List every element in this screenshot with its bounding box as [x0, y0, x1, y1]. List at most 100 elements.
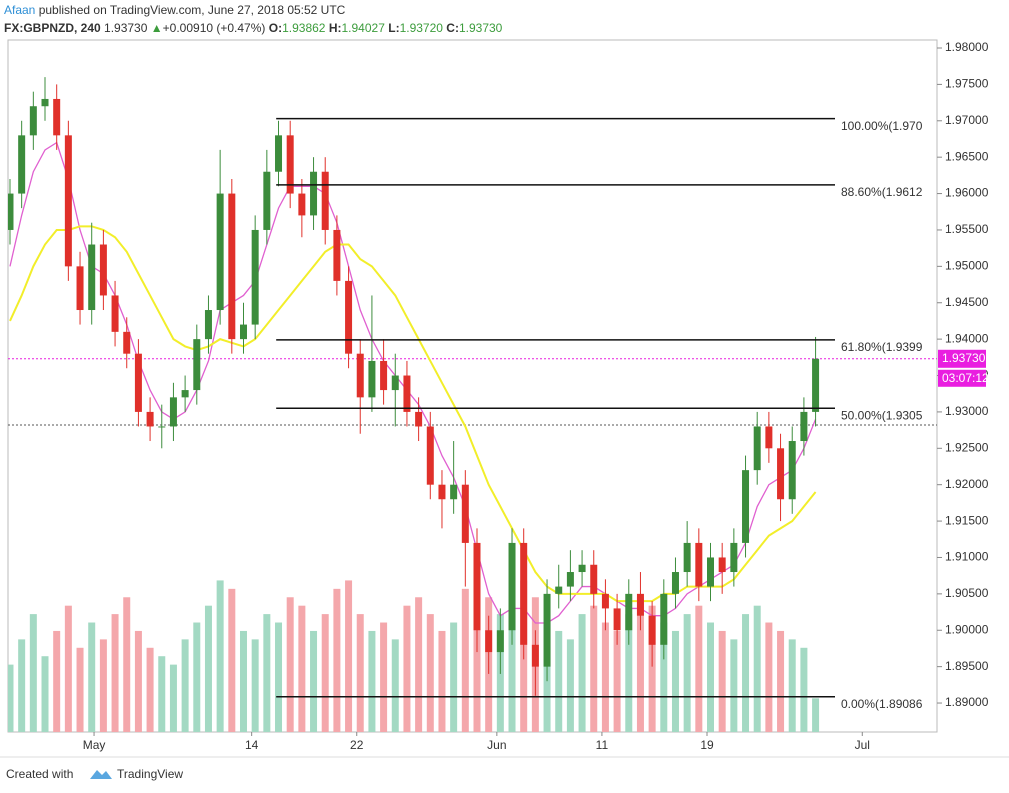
published: published on TradingView.com, June 27, 2…: [39, 3, 346, 17]
candle-body: [765, 426, 773, 449]
candle-body: [438, 484, 446, 500]
fib-label: 88.60%(1.9612: [841, 185, 923, 199]
candle-body: [123, 331, 131, 354]
candle-body: [158, 426, 166, 428]
y-tick-label: 1.89500: [945, 659, 989, 673]
candle-body: [391, 375, 399, 391]
y-tick-label: 1.98000: [945, 40, 989, 54]
volume-bar: [111, 614, 119, 732]
y-tick-label: 1.89000: [945, 695, 989, 709]
candle-body: [461, 484, 469, 543]
volume-bar: [275, 622, 283, 732]
volume-bar: [403, 605, 411, 732]
candle-body: [111, 295, 119, 332]
volume-bar: [263, 614, 271, 732]
candle-body: [730, 542, 738, 573]
candle-body: [555, 586, 563, 594]
symbol: FX:GBPNZD, 240: [4, 21, 101, 35]
y-tick-label: 1.94500: [945, 295, 989, 309]
plot-border: [7, 39, 938, 733]
candle-body: [415, 411, 423, 427]
countdown-label: 03:07:12: [942, 371, 989, 385]
candle-body: [99, 244, 107, 296]
volume-bar: [648, 605, 656, 732]
volume-bar: [660, 622, 668, 732]
candle-body: [660, 593, 668, 645]
candle-body: [275, 135, 283, 172]
candle-body: [228, 193, 236, 340]
candle-body: [29, 106, 37, 136]
volume-bar: [566, 639, 574, 732]
volume-bar: [8, 664, 14, 732]
volume-bar: [695, 605, 703, 732]
candle-body: [753, 426, 761, 471]
volume-bar: [578, 614, 586, 732]
volume-bar: [123, 597, 131, 732]
candle-body: [76, 266, 84, 311]
candle-body: [543, 593, 551, 667]
fib-label: 0.00%(1.89086: [841, 697, 923, 711]
volume-bar: [777, 630, 785, 732]
volume-bar: [426, 614, 434, 732]
tv-logo: [90, 770, 112, 779]
y-tick-label: 1.97000: [945, 113, 989, 127]
y-tick-label: 1.90500: [945, 586, 989, 600]
candle-body: [508, 542, 516, 631]
volume-bar: [181, 639, 189, 732]
x-tick-label: Jul: [855, 738, 870, 752]
candle-body: [531, 644, 539, 667]
candle-body: [298, 193, 306, 216]
volume-bar: [438, 630, 446, 732]
volume-bar: [461, 588, 469, 732]
volume-bar: [18, 639, 26, 732]
volume-bar: [765, 622, 773, 732]
candle-body: [251, 229, 259, 325]
volume-bar: [636, 597, 644, 732]
volume-bar: [508, 605, 516, 732]
volume-bar: [333, 588, 341, 732]
candle-body: [8, 193, 14, 230]
volume-bar: [742, 614, 750, 732]
fib-label: 100.00%(1.970: [841, 119, 923, 133]
volume-bar: [286, 597, 294, 732]
moving-average: [9, 225, 817, 603]
candle-body: [88, 244, 96, 311]
volume-bar: [76, 647, 84, 732]
candle-body: [263, 171, 271, 230]
y-tick-label: 1.91000: [945, 550, 989, 564]
volume-bar: [730, 639, 738, 732]
volume-bar: [415, 597, 423, 732]
volume-bar: [298, 605, 306, 732]
candle-body: [601, 593, 609, 609]
candle-body: [648, 615, 656, 645]
volume-bar: [158, 656, 166, 732]
candle-body: [41, 98, 49, 107]
footer-brand[interactable]: TradingView: [117, 767, 183, 781]
candle-body: [450, 484, 458, 500]
y-tick-label: 1.95500: [945, 222, 989, 236]
volume-bar: [239, 630, 247, 732]
volume-bar: [671, 630, 679, 732]
candle-body: [368, 360, 376, 398]
candle-body: [788, 441, 796, 500]
candle-body: [193, 339, 201, 391]
candle-body: [286, 135, 294, 194]
y-tick-label: 1.91500: [945, 513, 989, 527]
volume-bar: [601, 622, 609, 732]
volume-bar: [99, 639, 107, 732]
change: +0.00910 (+0.47%): [163, 21, 266, 35]
volume-bar: [29, 614, 37, 732]
volume-bar: [450, 622, 458, 732]
plot: 100.00%(1.970 88.60%(1.9612 61.80%(1.9399 5…: [8, 77, 937, 732]
volume-bar: [812, 698, 820, 732]
c-label: C:: [446, 21, 459, 35]
volume-bar: [134, 630, 142, 732]
author[interactable]: Afaan: [4, 3, 35, 17]
y-tick-label: 1.96500: [945, 149, 989, 163]
volume-bar: [41, 656, 49, 732]
last-price-label: 1.93730: [942, 351, 986, 365]
candle-body: [345, 280, 353, 354]
candle-body: [812, 358, 820, 412]
y-tick-label: 1.90000: [945, 622, 989, 636]
candle-body: [146, 411, 154, 427]
